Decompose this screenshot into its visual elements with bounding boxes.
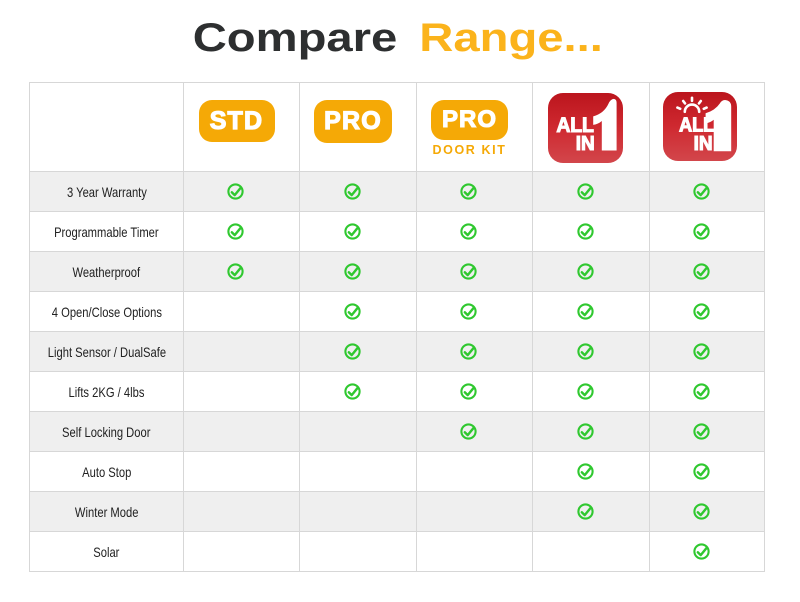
svg-text:IN: IN — [575, 132, 594, 155]
svg-text:ALL: ALL — [679, 115, 715, 137]
svg-text:ALL: ALL — [556, 114, 593, 137]
svg-text:IN: IN — [694, 133, 713, 156]
